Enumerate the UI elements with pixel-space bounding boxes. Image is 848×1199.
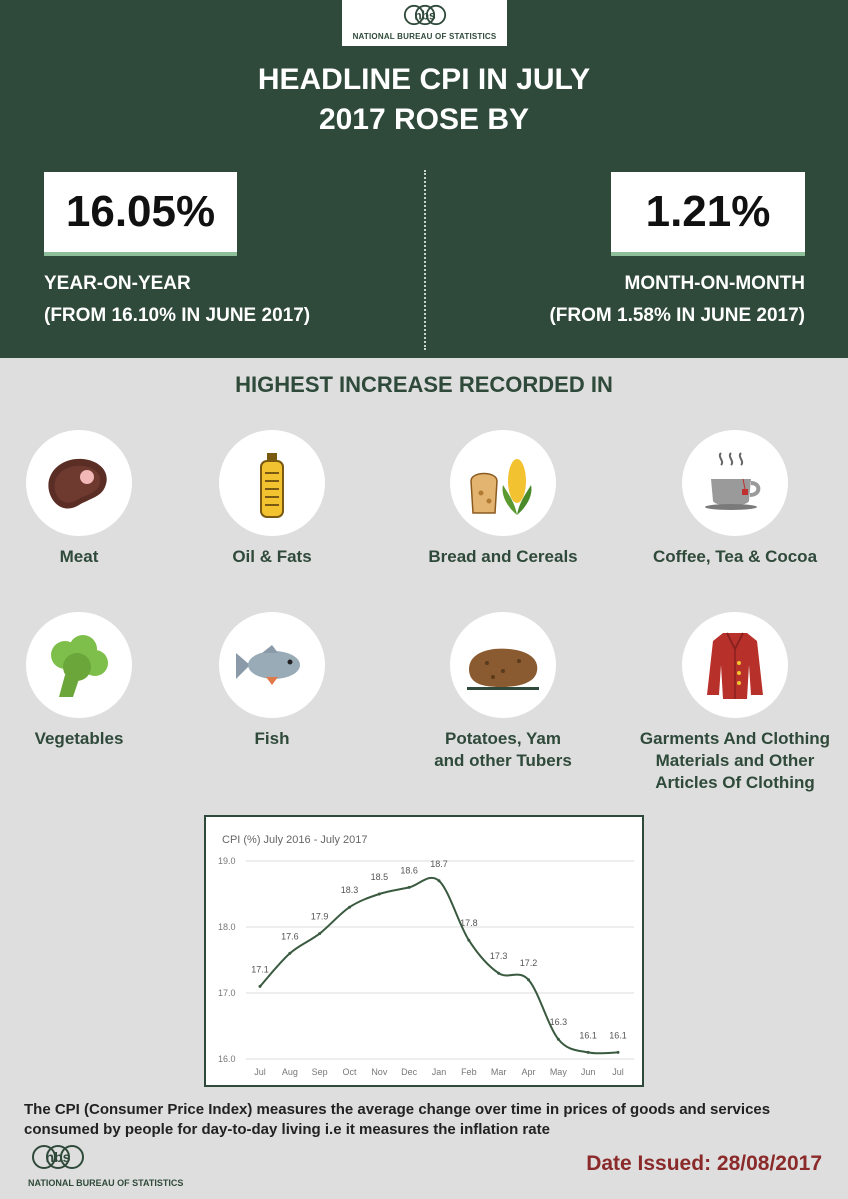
category-label: Oil & Fats: [232, 547, 312, 566]
data-point: [437, 879, 441, 883]
mom-from: (FROM 1.58% IN JUNE 2017): [549, 305, 805, 326]
logo-mark-text: nbs: [46, 1149, 71, 1165]
x-tick-label: May: [550, 1067, 568, 1077]
header-logo: nbs NATIONAL BUREAU OF STATISTICS: [342, 0, 507, 46]
mom-value: 1.21%: [611, 172, 805, 256]
x-tick-label: Aug: [282, 1067, 298, 1077]
data-point: [616, 1050, 620, 1054]
data-label: 16.1: [579, 1030, 597, 1040]
logo-text: NATIONAL BUREAU OF STATISTICS: [28, 1178, 184, 1188]
data-label: 16.3: [550, 1017, 568, 1027]
data-label: 17.3: [490, 951, 508, 961]
data-point: [586, 1050, 590, 1054]
data-label: 18.7: [430, 859, 448, 869]
data-label: 17.8: [460, 918, 478, 928]
category-label: Potatoes, Yam and other Tubers: [434, 729, 572, 770]
data-label: 17.1: [251, 964, 269, 974]
mom-label: MONTH-ON-MONTH: [624, 273, 805, 294]
data-label: 18.6: [400, 865, 418, 875]
data-label: 17.9: [311, 912, 329, 922]
category-garments-clothing: Garments And Clothing Materials and Othe…: [630, 612, 840, 794]
fish-icon: [236, 645, 300, 685]
yoy-from: (FROM 16.10% IN JUNE 2017): [44, 305, 311, 326]
headline-line1: HEADLINE CPI IN JULY: [257, 63, 591, 96]
data-point: [377, 892, 381, 896]
bread-corn-icon: [470, 459, 532, 515]
broccoli-icon: [51, 635, 108, 697]
data-label: 17.2: [520, 958, 538, 968]
yoy-label-block: YEAR-ON-YEAR (FROM 16.10% IN JUNE 2017): [44, 268, 310, 332]
data-point: [467, 938, 471, 942]
category-fish: Fish: [167, 612, 377, 750]
meat-icon: [48, 458, 107, 509]
cpi-line-chart: CPI (%) July 2016 - July 2017 16.0 17.0 18.…: [204, 815, 644, 1087]
x-tick-label: Dec: [401, 1067, 418, 1077]
x-tick-label: Jun: [581, 1067, 596, 1077]
x-tick-label: Feb: [461, 1067, 477, 1077]
oil-bottle-icon: [260, 453, 284, 518]
category-label: Bread and Cereals: [428, 547, 578, 566]
stats-divider: [424, 170, 426, 350]
x-tick-label: Sep: [312, 1067, 328, 1077]
category-label: Coffee, Tea & Cocoa: [652, 547, 818, 566]
category-coffee-tea-cocoa: Coffee, Tea & Cocoa: [630, 430, 840, 568]
tea-cup-icon: [705, 452, 761, 510]
y-tick-label: 16.0: [218, 1054, 236, 1064]
data-point: [288, 951, 292, 955]
category-label: Fish: [254, 729, 290, 748]
data-point: [318, 932, 322, 936]
section-title: HIGHEST INCREASE RECORDED IN: [235, 372, 613, 397]
category-meat: Meat: [0, 430, 184, 568]
date-issued: Date Issued: 28/08/2017: [586, 1152, 822, 1175]
category-label: Vegetables: [34, 729, 124, 748]
logo-text: NATIONAL BUREAU OF STATISTICS: [352, 32, 497, 41]
data-point: [258, 984, 262, 988]
yoy-label: YEAR-ON-YEAR: [44, 273, 191, 294]
potato-icon: [467, 648, 539, 690]
nbs-logo-icon: nbs: [32, 1145, 84, 1169]
mom-label-block: MONTH-ON-MONTH (FROM 1.58% IN JUNE 2017): [549, 268, 805, 332]
x-tick-label: Nov: [371, 1067, 388, 1077]
data-label: 17.6: [281, 931, 299, 941]
category-label: Meat: [59, 547, 99, 566]
data-point: [556, 1037, 560, 1041]
x-tick-label: Apr: [521, 1067, 535, 1077]
chart-svg: CPI (%) July 2016 - July 2017 16.0 17.0 18.…: [218, 834, 634, 1077]
chart-title: CPI (%) July 2016 - July 2017: [222, 834, 368, 846]
y-tick-label: 18.0: [218, 922, 236, 932]
x-tick-label: Jan: [432, 1067, 447, 1077]
yoy-value: 16.05%: [44, 172, 237, 256]
page-title: HEADLINE CPI IN JULY 2017 ROSE BY: [0, 60, 848, 140]
category-potatoes-yam-tubers: Potatoes, Yam and other Tubers: [398, 612, 608, 772]
data-point: [527, 978, 530, 982]
nbs-logo-icon: nbs: [403, 4, 446, 26]
x-tick-label: Oct: [342, 1067, 357, 1077]
y-tick-label: 19.0: [218, 856, 236, 866]
data-point: [407, 885, 411, 889]
x-tick-label: Jul: [612, 1067, 624, 1077]
category-label: Garments And Clothing Materials and Othe…: [639, 729, 831, 792]
x-tick-label: Jul: [254, 1067, 266, 1077]
y-tick-label: 17.0: [218, 988, 236, 998]
footer-logo: nbs NATIONAL BUREAU OF STATISTICS: [28, 1143, 238, 1188]
logo-mark-text: nbs: [414, 9, 436, 23]
cpi-description: The CPI (Consumer Price Index) measures …: [24, 1101, 771, 1138]
data-label: 16.1: [609, 1030, 627, 1040]
coat-icon: [707, 632, 763, 699]
data-label: 18.3: [341, 885, 359, 895]
category-bread-cereals: Bread and Cereals: [398, 430, 608, 568]
data-label: 18.5: [371, 872, 389, 882]
category-vegetables: Vegetables: [0, 612, 184, 750]
x-tick-label: Mar: [491, 1067, 507, 1077]
data-point: [497, 971, 501, 975]
data-point: [348, 905, 351, 909]
category-oil-fats: Oil & Fats: [167, 430, 377, 568]
headline-line2: 2017 ROSE BY: [318, 103, 530, 136]
header-panel: nbs NATIONAL BUREAU OF STATISTICS HEADLI…: [0, 0, 848, 358]
